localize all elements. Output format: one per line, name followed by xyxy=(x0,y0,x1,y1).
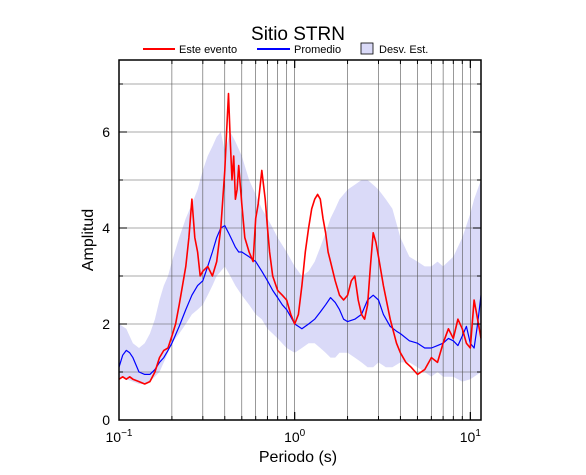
y-tick-label: 2 xyxy=(102,316,110,332)
x-tick-label: 101 xyxy=(460,428,482,445)
y-tick-label: 4 xyxy=(102,220,110,236)
y-axis-label: Amplitud xyxy=(80,209,97,271)
x-axis-label: Periodo (s) xyxy=(259,449,337,466)
x-tick-label: 10−1 xyxy=(106,428,133,445)
y-tick-label: 0 xyxy=(102,412,110,428)
series-este-evento xyxy=(119,92,481,385)
legend-label: Desv. Est. xyxy=(379,44,428,56)
legend-label: Este evento xyxy=(179,44,237,56)
series-promedio xyxy=(119,225,481,375)
ticks-layer: 0 2 4 6 10−1 100 101 xyxy=(102,60,481,445)
series-layer xyxy=(119,92,481,385)
grid-layer xyxy=(119,60,481,420)
std-band-layer xyxy=(119,132,481,384)
legend: Este evento Promedio Desv. Est. xyxy=(143,42,428,56)
plot-frame xyxy=(118,59,482,421)
x-tick-label: 100 xyxy=(284,428,306,445)
legend-swatch-box xyxy=(360,42,374,55)
y-tick-label: 6 xyxy=(102,124,110,140)
chart-title: Sitio STRN xyxy=(251,24,345,45)
legend-label: Promedio xyxy=(294,44,341,56)
std-band xyxy=(119,132,481,384)
